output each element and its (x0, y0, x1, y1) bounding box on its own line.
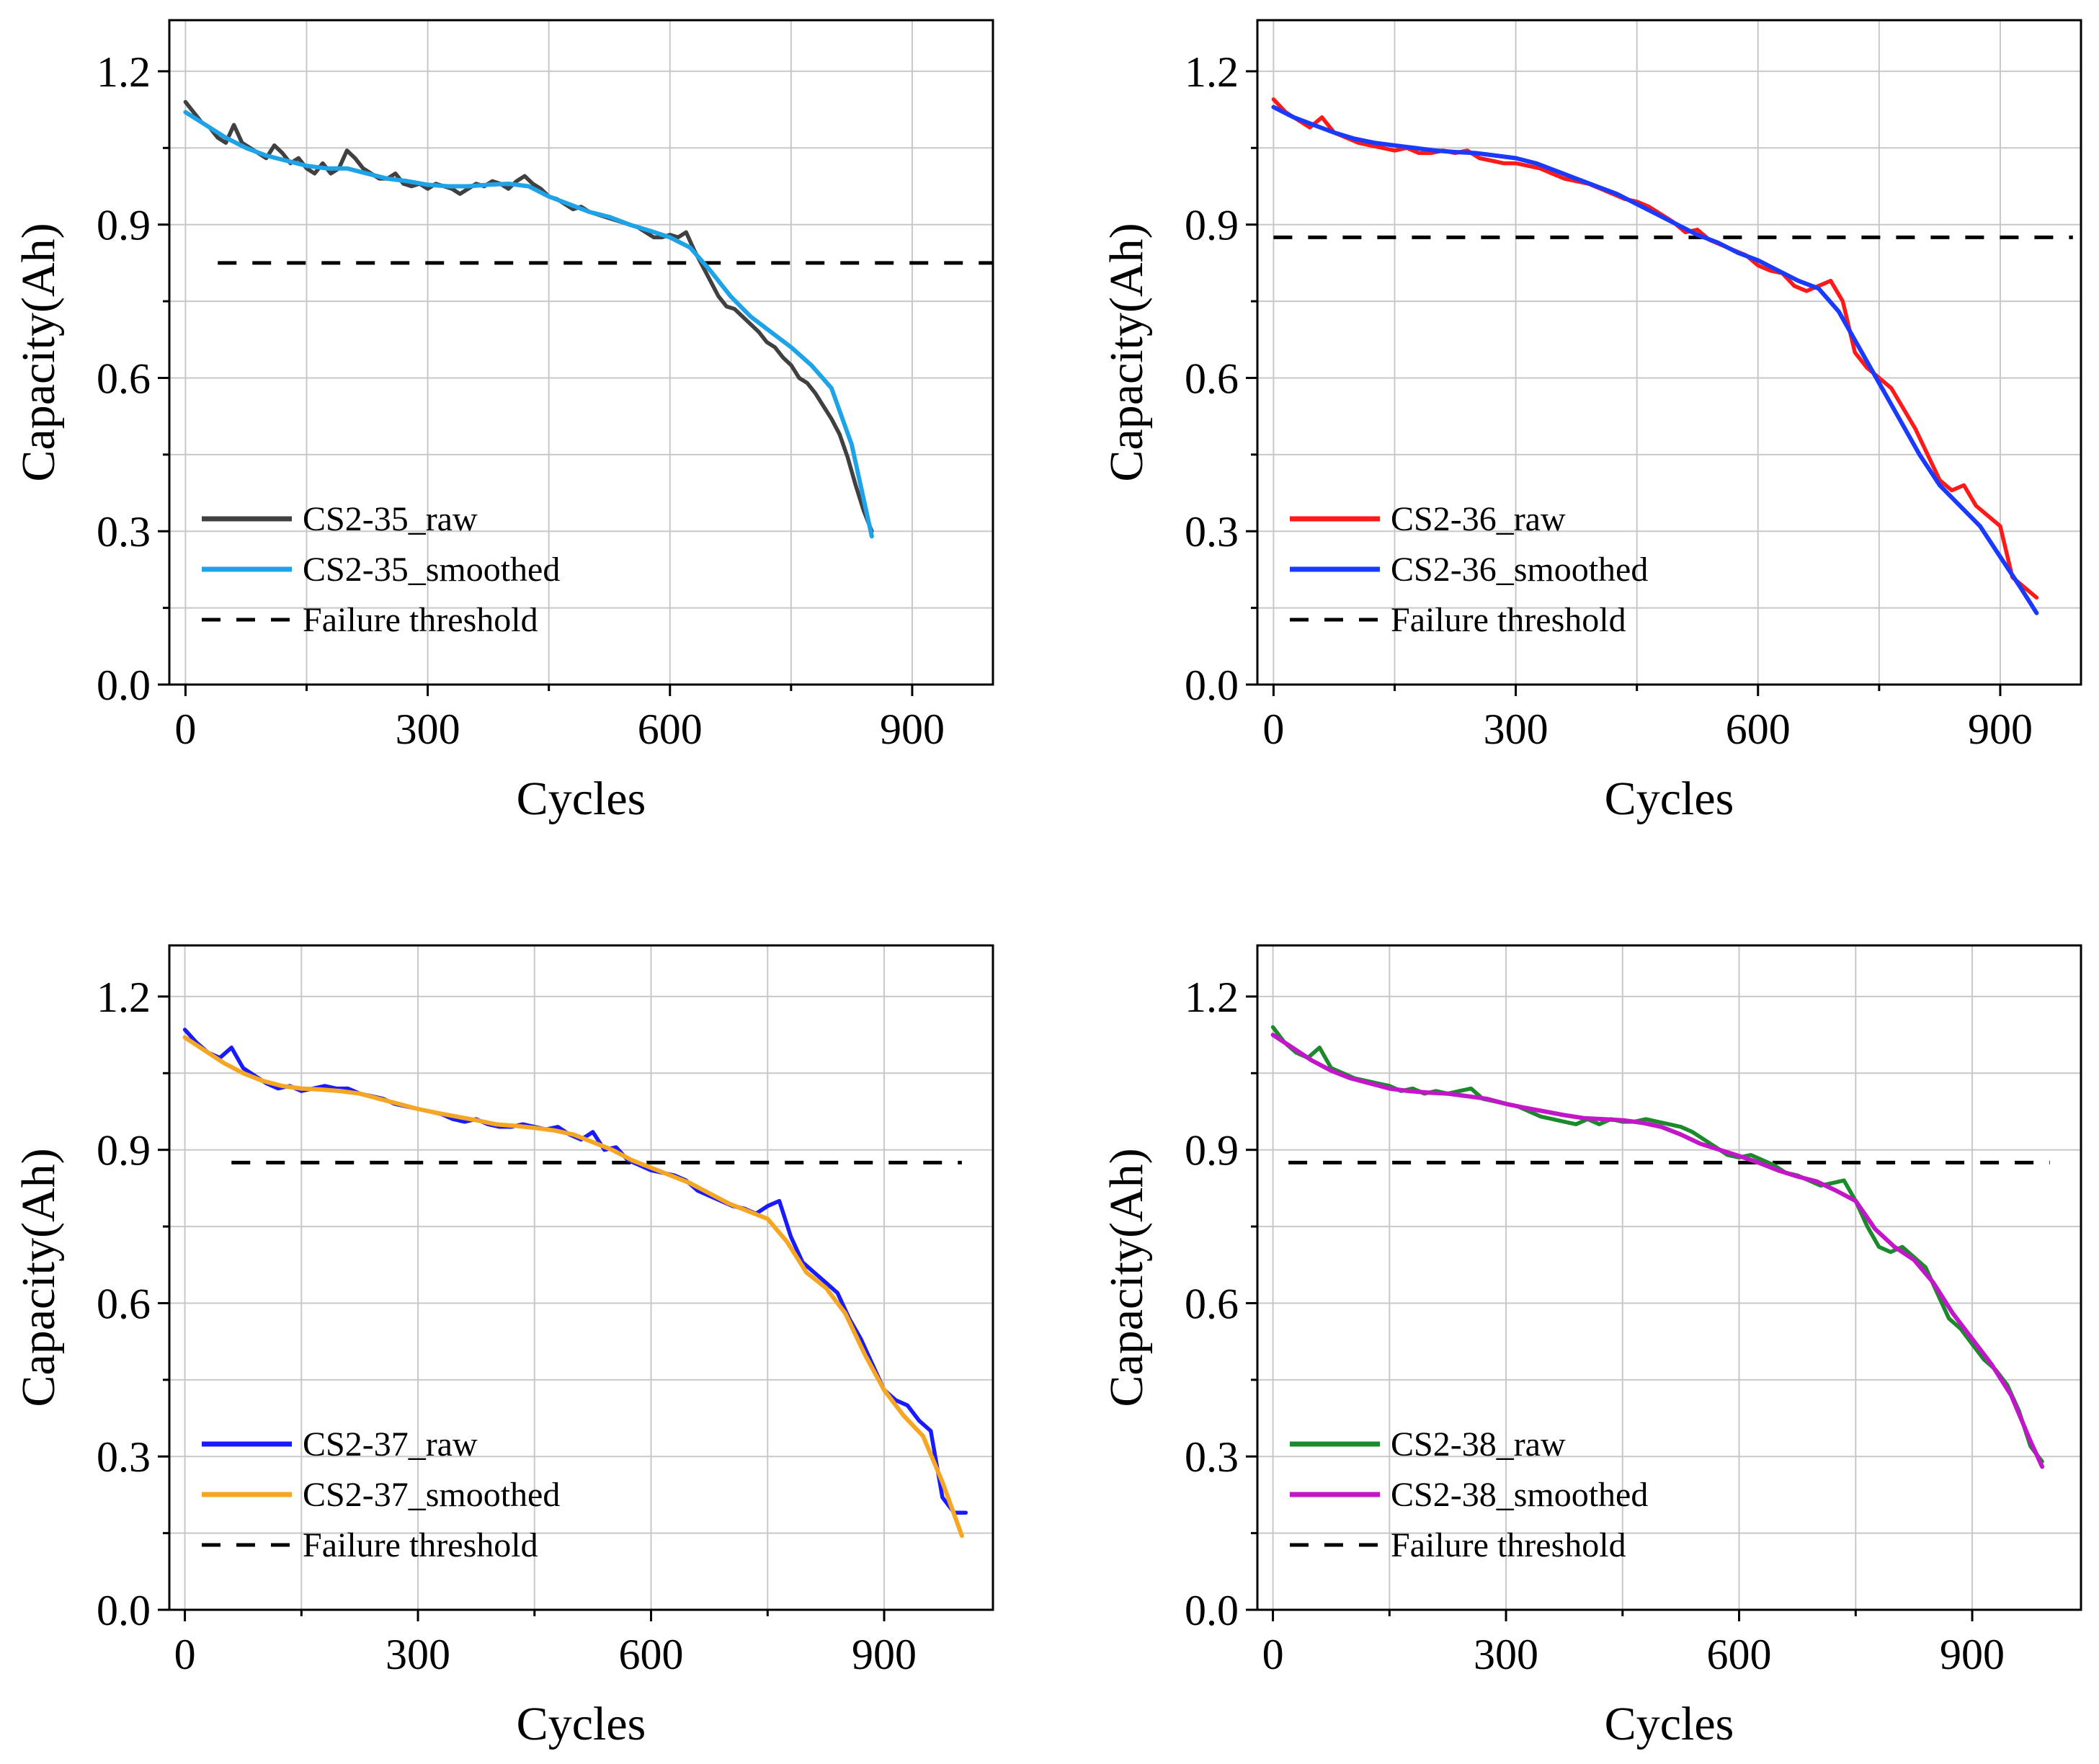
y-tick-label: 0.6 (97, 355, 151, 402)
series-line-CS2-36_raw (1271, 97, 2039, 600)
series-line-CS2-35_raw (183, 99, 874, 533)
y-tick-label: 0.3 (97, 1433, 151, 1481)
y-axis-title: Capacity(Ah) (12, 223, 65, 481)
y-tick-label: 0.9 (1185, 1127, 1239, 1175)
x-tick-label: 0 (174, 1631, 196, 1678)
y-tick-label: 1.2 (97, 48, 151, 96)
x-tick-label: 300 (1484, 705, 1548, 753)
chart-panel-top-right: 0 300 600 900 0.0 0.3 0.6 0.9 1.2 Cycles Capacity(… (1100, 19, 2082, 825)
legend: CS2-38_raw CS2-38_smoothed Failure thresho… (1290, 1425, 1648, 1564)
x-tick-label: 0 (1262, 1631, 1284, 1678)
x-tick-label: 600 (1726, 705, 1791, 753)
series-line-CS2-35_smoothed (183, 110, 874, 539)
x-tick-label: 300 (396, 705, 460, 753)
y-tick-label: 0.0 (1185, 662, 1239, 709)
series-line-CS2-38_smoothed (1270, 1033, 2045, 1469)
y-tick-label: 0.0 (97, 1587, 151, 1634)
y-tick-label: 1.2 (1185, 974, 1239, 1021)
x-tick-label: 600 (638, 705, 703, 753)
legend-label: Failure threshold (1391, 1526, 1626, 1564)
plot-frame (1256, 944, 2082, 1611)
y-tick-label: 0.9 (1185, 202, 1239, 249)
y-axis-title: Capacity(Ah) (12, 1148, 65, 1407)
y-tick-label: 0.9 (97, 1127, 151, 1175)
legend: CS2-37_raw CS2-37_smoothed Failure thresho… (202, 1425, 560, 1564)
y-tick-label: 0.0 (1185, 1587, 1239, 1634)
y-tick-label: 0.3 (97, 508, 151, 556)
legend-label: CS2-37_raw (303, 1425, 478, 1464)
plot-frame (168, 944, 994, 1611)
x-tick-label: 300 (1474, 1631, 1538, 1678)
x-tick-label: 900 (852, 1631, 917, 1678)
x-tick-label: 600 (1707, 1631, 1772, 1678)
legend-label: CS2-37_smoothed (303, 1476, 560, 1514)
legend: CS2-36_raw CS2-36_smoothed Failure thresho… (1290, 500, 1648, 639)
y-tick-label: 0.6 (1185, 1280, 1239, 1327)
y-tick-label: 0.6 (97, 1280, 151, 1327)
y-tick-label: 0.9 (97, 202, 151, 249)
x-axis-title: Cycles (517, 1698, 646, 1750)
x-axis-title: Cycles (1605, 772, 1734, 825)
x-tick-label: 300 (386, 1631, 450, 1678)
plot-frame (168, 19, 994, 686)
y-tick-label: 0.0 (97, 662, 151, 709)
legend: CS2-35_raw CS2-35_smoothed Failure thresho… (202, 500, 560, 639)
x-tick-label: 0 (1262, 705, 1284, 753)
y-axis-title: Capacity(Ah) (1100, 1148, 1153, 1407)
x-tick-label: 900 (880, 705, 945, 753)
x-tick-label: 600 (619, 1631, 684, 1678)
series-line-CS2-36_smoothed (1271, 104, 2039, 615)
chart-panel-top-left: 0 300 600 900 0.0 0.3 0.6 0.9 1.2 Cycles Capacity(… (12, 19, 994, 825)
x-axis-title: Cycles (517, 772, 646, 825)
legend-label: CS2-35_smoothed (303, 551, 560, 589)
legend-label: CS2-38_raw (1391, 1425, 1566, 1464)
chart-panel-bottom-left: 0 300 600 900 0.0 0.3 0.6 0.9 1.2 Cycles Capacity(… (12, 944, 994, 1750)
x-tick-label: 0 (174, 705, 196, 753)
legend-label: Failure threshold (303, 1526, 538, 1564)
legend-label: Failure threshold (1391, 601, 1626, 639)
x-axis-title: Cycles (1605, 1698, 1734, 1750)
series-line-CS2-38_raw (1270, 1025, 2044, 1464)
y-tick-label: 1.2 (97, 974, 151, 1021)
y-axis-title: Capacity(Ah) (1100, 223, 1153, 481)
chart-panel-bottom-right: 0 300 600 900 0.0 0.3 0.6 0.9 1.2 Cycles Capacity(… (1100, 944, 2082, 1750)
y-tick-label: 0.3 (1185, 1433, 1239, 1481)
legend-label: Failure threshold (303, 601, 538, 639)
series-line-CS2-37_smoothed (182, 1035, 964, 1538)
plot-frame (1256, 19, 2082, 686)
legend-label: CS2-38_smoothed (1391, 1476, 1648, 1514)
y-tick-label: 0.6 (1185, 355, 1239, 402)
x-tick-label: 900 (1940, 1631, 2005, 1678)
legend-label: CS2-36_smoothed (1391, 551, 1648, 589)
x-tick-label: 900 (1968, 705, 2033, 753)
y-tick-label: 1.2 (1185, 48, 1239, 96)
legend-label: CS2-35_raw (303, 500, 478, 538)
y-tick-label: 0.3 (1185, 508, 1239, 556)
legend-label: CS2-36_raw (1391, 500, 1566, 538)
